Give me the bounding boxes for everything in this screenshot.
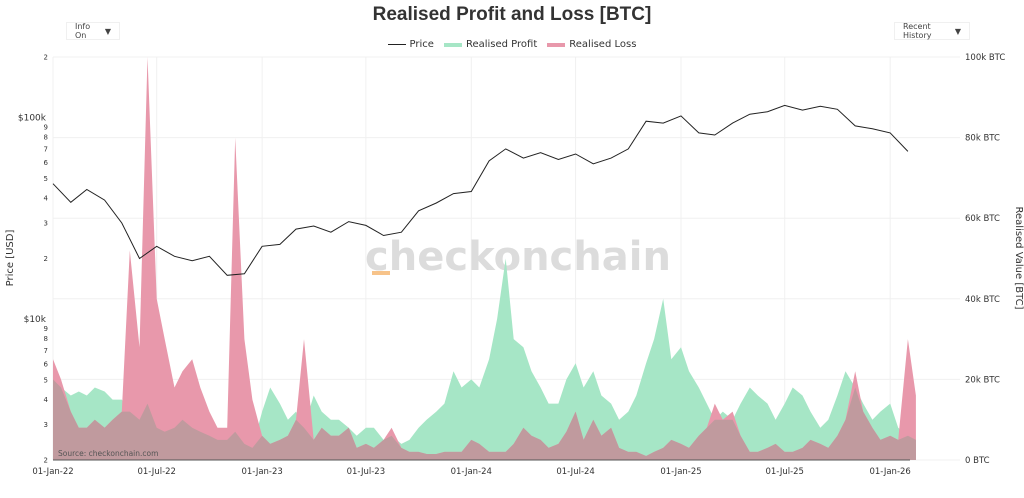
y-right-tick-label: 40k BTC	[965, 295, 1000, 305]
y-left-minor-tick: 8	[44, 134, 48, 142]
history-dropdown[interactable]: Recent History ▼	[894, 22, 970, 40]
legend-swatch	[387, 44, 406, 45]
y-right-tick-label: 20k BTC	[965, 375, 1000, 385]
y-left-minor-tick: 7	[44, 145, 48, 153]
y-left-minor-tick: 6	[44, 360, 49, 368]
y-right-tick-label: 100k BTC	[965, 53, 1005, 63]
y-right-label: Realised Value [BTC]	[1013, 206, 1024, 309]
chevron-down-icon: ▼	[104, 26, 111, 36]
y-left-major-tick: $100k	[18, 114, 47, 124]
overlap-area	[53, 379, 916, 460]
legend-label: Price	[409, 39, 434, 50]
info-dropdown[interactable]: Info On ▼	[66, 22, 120, 40]
watermark-logo	[372, 271, 390, 275]
y-left-label: Price [USD]	[5, 230, 16, 287]
x-tick-label: 01-Jan-22	[32, 467, 73, 477]
y-left-minor-tick: 3	[44, 421, 48, 429]
source-label: Source: checkonchain.com	[58, 449, 158, 458]
x-tick-label: 01-Jul-23	[347, 467, 386, 477]
y-left-minor-tick: 8	[44, 335, 48, 343]
y-left-minor-tick: 2	[44, 457, 48, 465]
x-tick-label: 01-Jan-23	[241, 467, 282, 477]
legend: Price Realised Profit Realised Loss	[0, 39, 1024, 50]
chevron-down-icon: ▼	[954, 26, 961, 36]
x-tick-label: 01-Jan-26	[869, 467, 910, 477]
y-left-minor-tick: 4	[44, 396, 49, 404]
legend-label: Realised Loss	[569, 39, 637, 50]
x-tick-label: 01-Jan-25	[660, 467, 701, 477]
legend-swatch	[547, 42, 566, 47]
legend-swatch	[443, 42, 462, 47]
y-left-minor-tick: 6	[44, 159, 49, 167]
info-dropdown-label: Info On	[75, 22, 91, 40]
legend-item-price[interactable]: Price	[387, 39, 434, 50]
y-right-tick-label: 60k BTC	[965, 214, 1000, 224]
y-left-minor-tick: 2	[44, 54, 48, 62]
y-left-minor-tick: 9	[44, 325, 48, 333]
history-dropdown-label: Recent History	[903, 22, 932, 40]
chart-title: Realised Profit and Loss [BTC]	[372, 4, 652, 25]
x-tick-label: 01-Jul-25	[765, 467, 804, 477]
y-right-tick-label: 0 BTC	[965, 456, 990, 466]
legend-label: Realised Profit	[465, 39, 538, 50]
x-tick-label: 01-Jan-24	[451, 467, 492, 477]
x-tick-label: 01-Jul-22	[137, 467, 176, 477]
realised-profit-area	[53, 258, 916, 460]
y-left-minor-tick: 5	[44, 376, 48, 384]
x-tick-label: 01-Jul-24	[556, 467, 595, 477]
y-left-minor-tick: 3	[44, 220, 48, 228]
legend-item-profit[interactable]: Realised Profit	[443, 39, 538, 50]
y-left-minor-tick: 4	[44, 194, 49, 202]
y-left-minor-tick: 5	[44, 175, 48, 183]
price-line	[52, 104, 909, 276]
y-right-tick-label: 80k BTC	[965, 134, 1000, 144]
y-left-minor-tick: 9	[44, 123, 48, 131]
y-left-minor-tick: 2	[44, 255, 48, 263]
y-left-minor-tick: 7	[44, 347, 48, 355]
legend-item-loss[interactable]: Realised Loss	[547, 39, 636, 50]
y-left-major-tick: $10k	[24, 315, 47, 325]
watermark: checkonchain	[365, 234, 671, 280]
